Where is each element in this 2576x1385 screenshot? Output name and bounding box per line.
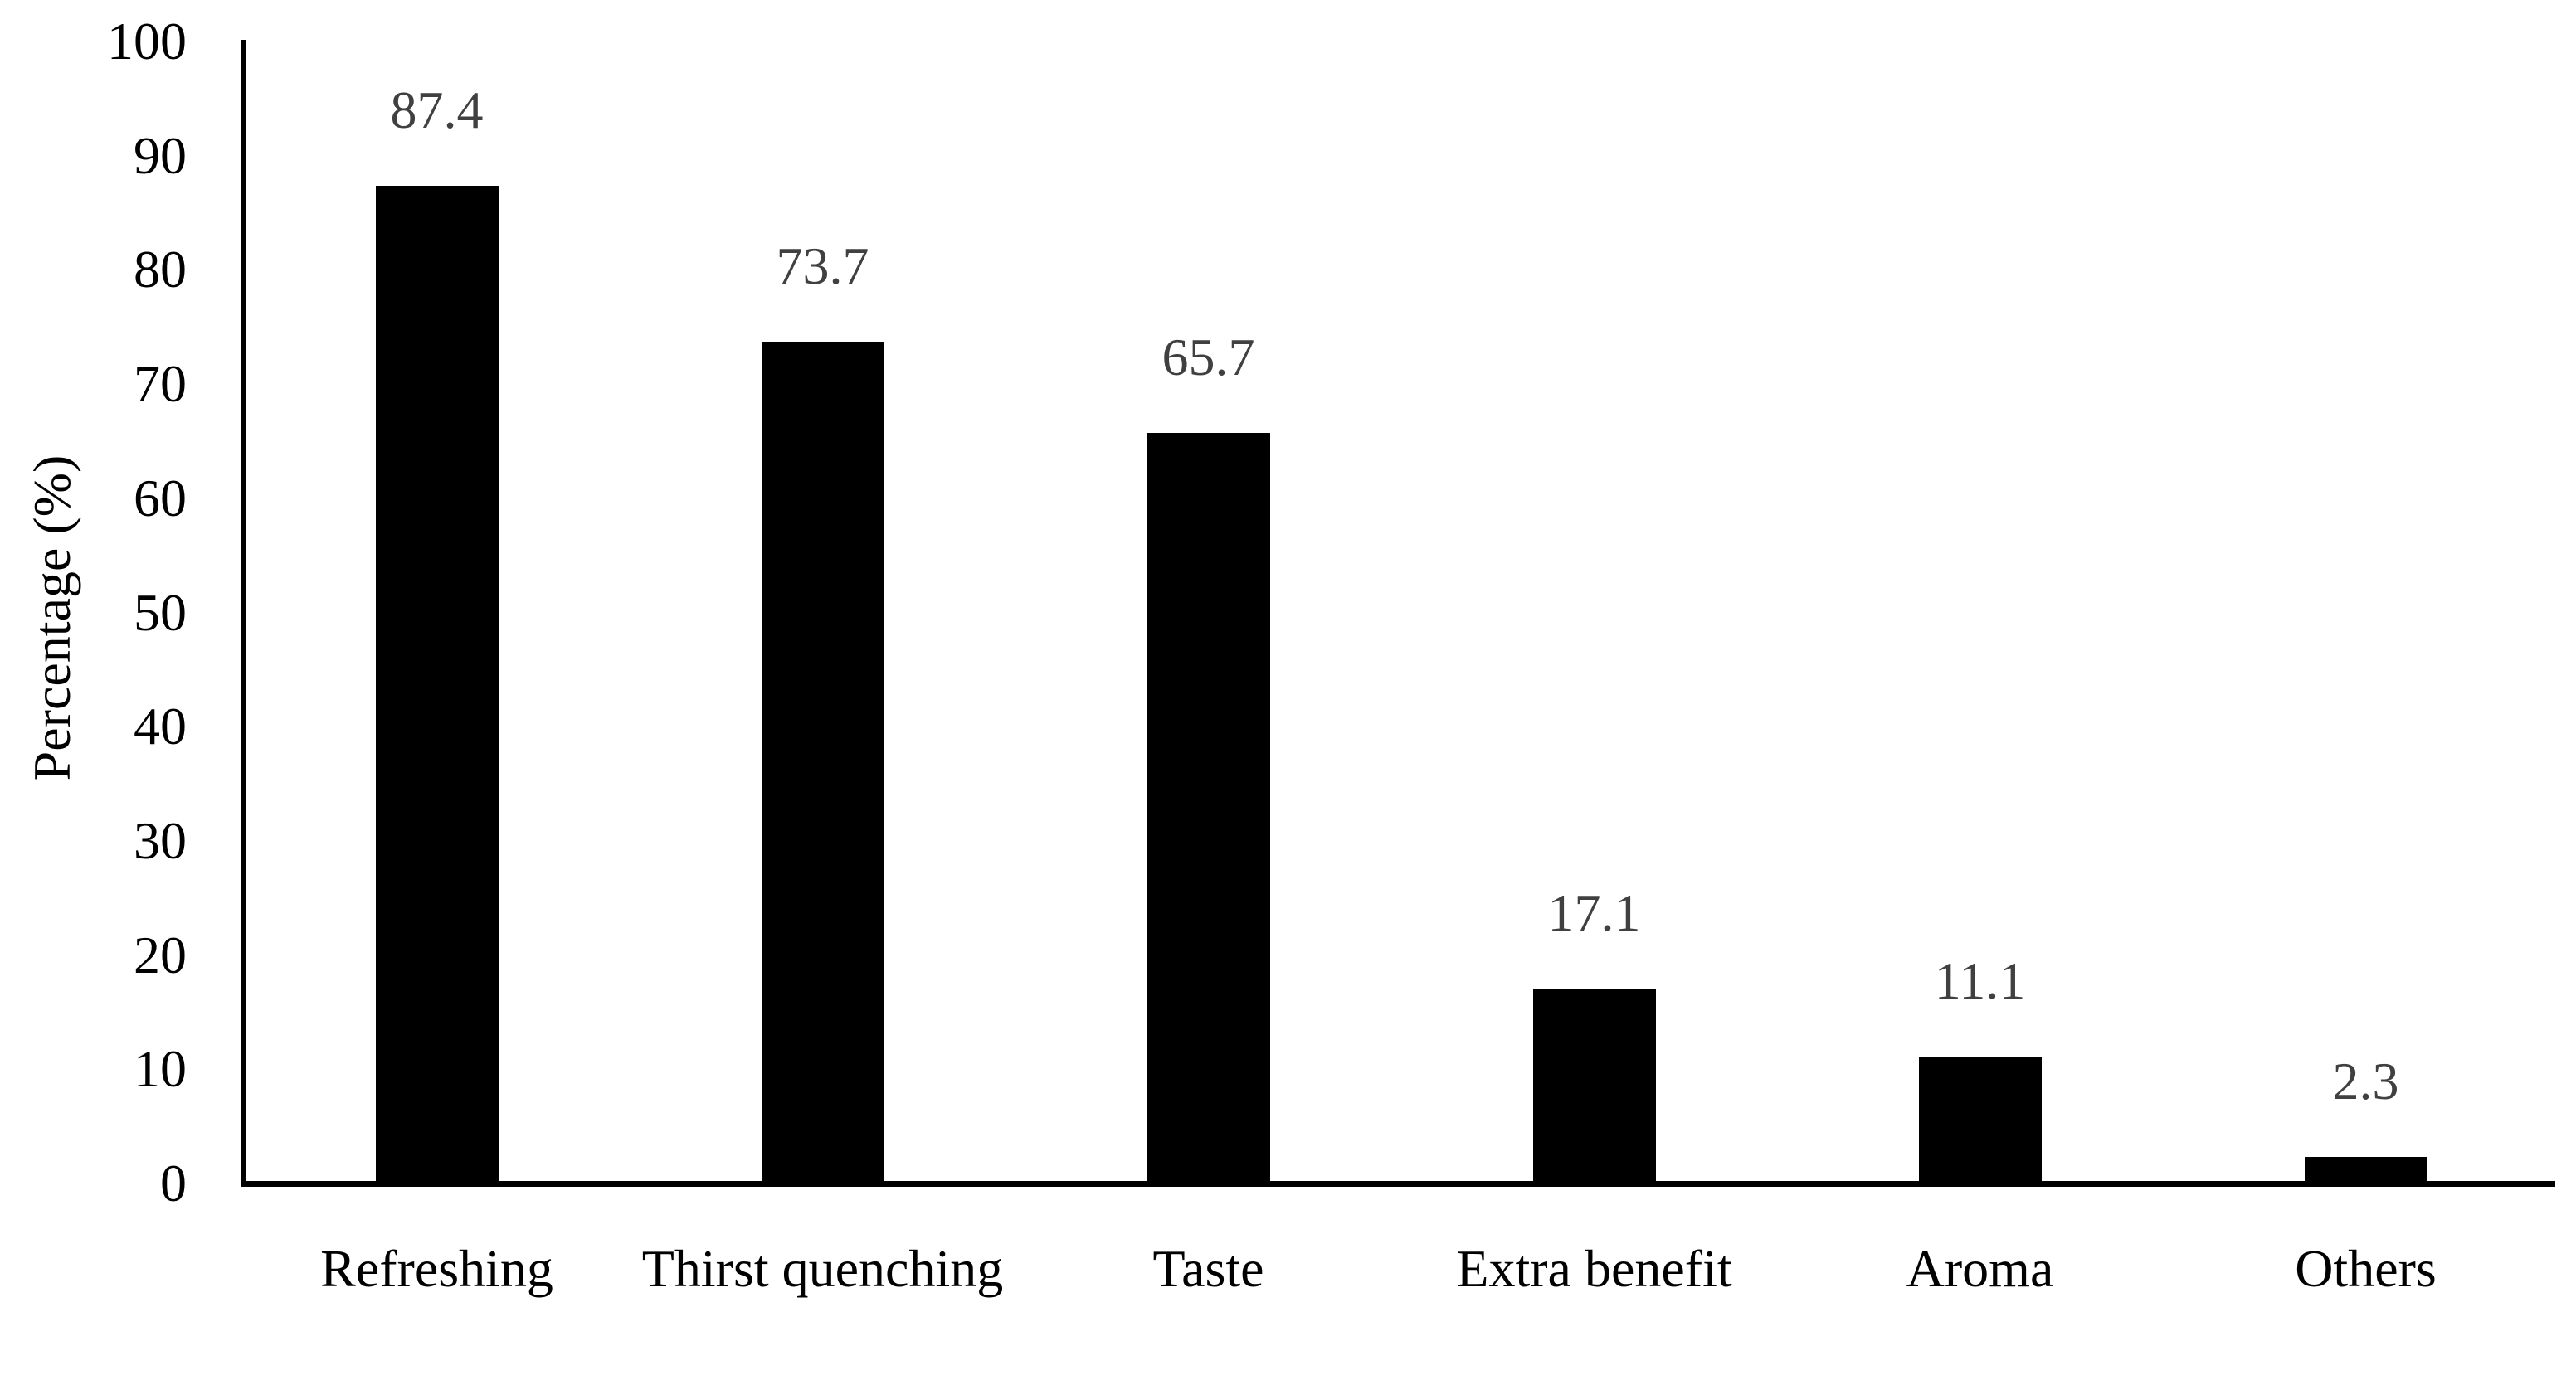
bar [2304,1157,2427,1183]
bar [1532,988,1656,1183]
y-tick-label: 80 [134,240,187,299]
bar-value-label: 2.3 [2332,1052,2399,1111]
y-tick-label: 40 [134,697,187,756]
bar-value-label: 65.7 [1161,328,1255,387]
bar-value-label: 11.1 [1934,951,2026,1011]
y-tick-label: 60 [134,468,187,527]
bar [1147,433,1270,1183]
y-tick-label: 90 [134,125,187,185]
y-tick-label: 50 [134,582,187,642]
y-tick-label: 30 [134,810,187,870]
y-tick-label: 0 [160,1154,187,1212]
bar [761,342,884,1183]
y-tick-label: 20 [134,925,187,984]
category-label: Refreshing [320,1239,553,1298]
category-label: Thirst quenching [641,1239,1004,1298]
category-label: Aroma [1906,1239,2054,1298]
bar [375,185,499,1183]
y-tick-label: 100 [107,12,187,70]
y-axis-line [241,40,246,1187]
category-label: Extra benefit [1456,1239,1732,1298]
bar [1918,1057,2042,1183]
category-label: Taste [1152,1239,1264,1298]
y-tick-label: 70 [134,354,187,414]
bar-value-label: 73.7 [776,236,869,296]
category-label: Others [2295,1239,2437,1298]
bar-value-label: 17.1 [1547,882,1641,942]
x-axis-line [241,1181,2555,1187]
bar-value-label: 87.4 [390,80,484,139]
y-tick-label: 10 [134,1039,187,1099]
